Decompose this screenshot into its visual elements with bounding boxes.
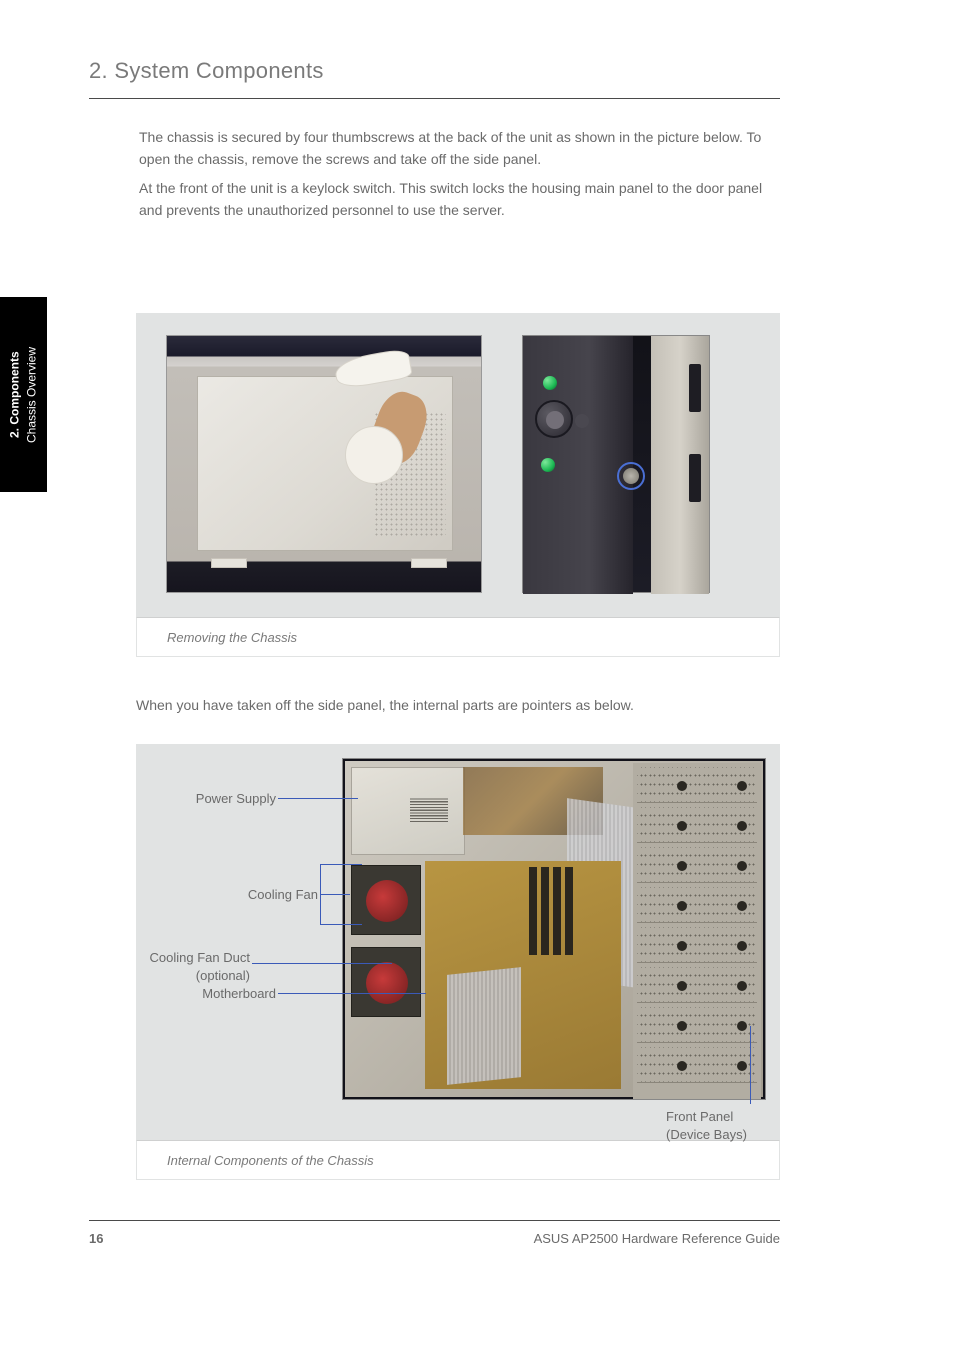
label-fans: Cooling Fan — [156, 886, 318, 904]
fan-rotor-2 — [366, 962, 408, 1004]
door-slot-a — [689, 364, 701, 412]
hand-mid — [345, 426, 403, 484]
reset-button — [575, 414, 589, 428]
bay-8 — [637, 1047, 757, 1083]
figure-1-photo-right — [522, 335, 710, 593]
fan-2 — [351, 947, 421, 1017]
chapter-title: 2. System Components — [89, 58, 780, 84]
footer-rule — [89, 1220, 780, 1221]
figure-1-caption-bar: Removing the Chassis — [136, 617, 780, 657]
bay-4 — [637, 887, 757, 923]
leader-fans-h — [320, 894, 350, 895]
front-panel-closeup — [523, 336, 633, 594]
bay-6 — [637, 967, 757, 1003]
bay-7 — [637, 1007, 757, 1043]
side-tab-sub: Chassis Overview — [25, 346, 39, 442]
paragraph-3: When you have taken off the side panel, … — [136, 695, 780, 717]
power-led-icon — [543, 376, 557, 390]
door-panel — [651, 336, 709, 594]
figure-1-caption: Removing the Chassis — [167, 630, 297, 645]
case-interior — [345, 761, 763, 1097]
figure-2-photo — [342, 758, 766, 1100]
page-number: 16 — [89, 1231, 103, 1246]
paragraph-1: The chassis is secured by four thumbscre… — [139, 127, 780, 170]
ribbon-cable-1 — [447, 967, 521, 1085]
side-tab-section: 2. Components — [8, 351, 22, 438]
figure-1-bg — [136, 313, 780, 617]
leader-mobo — [278, 993, 426, 994]
figure-2-bg: Power Supply Cooling Fan Cooling Fan Duc… — [136, 744, 780, 1140]
label-fan-duct: Cooling Fan Duct (optional) — [130, 949, 250, 984]
leader-front-panel — [750, 1026, 751, 1104]
figure-1: Removing the Chassis — [136, 313, 780, 657]
case-foot-left — [211, 558, 247, 568]
dimm-2 — [541, 867, 549, 955]
leader-fan2 — [320, 924, 362, 925]
header-rule — [89, 98, 780, 99]
footer-product: ASUS AP2500 Hardware Reference Guide — [534, 1231, 780, 1246]
footer: 16 ASUS AP2500 Hardware Reference Guide — [89, 1220, 780, 1246]
dimm-1 — [529, 867, 537, 955]
leader-fan1 — [320, 864, 362, 865]
door-slot-b — [689, 454, 701, 502]
bay-1 — [637, 767, 757, 803]
leader-fan-duct — [252, 963, 392, 964]
figure-2-caption: Internal Components of the Chassis — [167, 1153, 374, 1168]
drive-cage — [633, 763, 761, 1099]
bay-2 — [637, 807, 757, 843]
fan-rotor-1 — [366, 880, 408, 922]
figure-2-caption-bar: Internal Components of the Chassis — [136, 1140, 780, 1180]
keylock-highlight-circle — [617, 462, 645, 490]
case-foot-right — [411, 558, 447, 568]
side-tab: 2. ComponentsChassis Overview — [0, 297, 47, 492]
bay-3 — [637, 847, 757, 883]
paragraph-2: At the front of the unit is a keylock sw… — [139, 178, 780, 221]
leader-psu — [278, 798, 358, 799]
power-knob — [535, 400, 573, 438]
bay-5 — [637, 927, 757, 963]
hdd-led-icon — [541, 458, 555, 472]
dimm-3 — [553, 867, 561, 955]
figure-1-photo-left — [166, 335, 482, 593]
leader-fans-v — [320, 864, 321, 924]
figure-2: Power Supply Cooling Fan Cooling Fan Duc… — [136, 744, 780, 1180]
label-mobo: Motherboard — [156, 985, 276, 1003]
psu — [351, 767, 465, 855]
label-front-panel: Front Panel (Device Bays) — [666, 1108, 786, 1143]
dimm-4 — [565, 867, 573, 955]
psu-vent — [410, 798, 448, 822]
label-psu: Power Supply — [156, 790, 276, 808]
